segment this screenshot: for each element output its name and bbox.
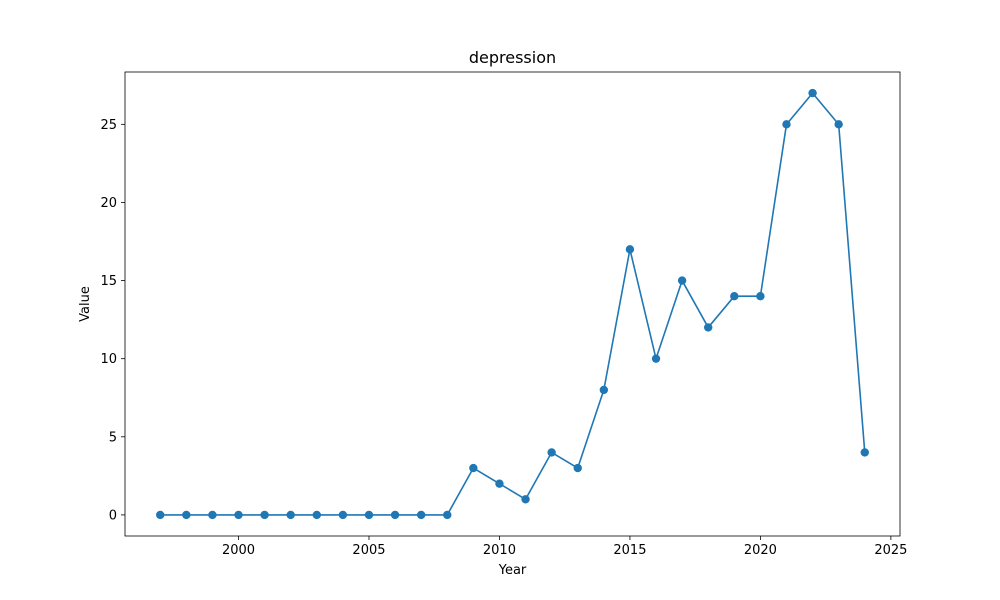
y-axis-label: Value bbox=[78, 286, 93, 322]
data-point bbox=[390, 510, 400, 520]
data-point bbox=[834, 120, 843, 129]
data-point bbox=[260, 510, 269, 520]
data-point bbox=[573, 463, 582, 473]
data-point bbox=[469, 463, 478, 473]
data-point bbox=[443, 510, 452, 520]
data-point bbox=[599, 385, 609, 395]
data-point bbox=[182, 510, 191, 520]
data-point bbox=[521, 495, 530, 504]
data-point bbox=[495, 479, 504, 488]
data-point bbox=[364, 510, 374, 520]
data-point bbox=[860, 448, 869, 457]
data-point bbox=[156, 510, 165, 520]
data-point bbox=[808, 88, 817, 98]
data-point bbox=[416, 510, 426, 520]
x-axis-label: Year bbox=[498, 563, 527, 578]
x-tick-label: 2005 bbox=[352, 543, 385, 558]
axes-frame bbox=[124, 71, 901, 537]
data-point bbox=[625, 245, 635, 254]
series-line bbox=[160, 92, 866, 516]
data-point bbox=[782, 120, 791, 129]
data-point bbox=[756, 291, 765, 301]
x-tick-label: 2010 bbox=[483, 543, 516, 558]
data-point bbox=[651, 354, 661, 363]
data-point bbox=[338, 510, 348, 520]
data-point bbox=[312, 510, 321, 520]
x-tick-label: 2000 bbox=[222, 543, 255, 558]
data-point bbox=[208, 510, 217, 520]
data-point bbox=[547, 448, 556, 457]
data-point bbox=[730, 291, 739, 301]
data-point bbox=[704, 323, 713, 332]
chart-title: depression bbox=[469, 48, 556, 67]
data-point bbox=[286, 510, 295, 520]
y-tick-label: 20 bbox=[100, 196, 117, 211]
y-tick-label: 0 bbox=[109, 508, 117, 523]
x-tick-label: 2020 bbox=[744, 543, 777, 558]
y-tick-label: 5 bbox=[109, 430, 117, 445]
y-tick-label: 25 bbox=[100, 118, 117, 133]
x-tick-label: 2015 bbox=[613, 543, 646, 558]
data-point bbox=[234, 510, 243, 520]
x-tick-label: 2025 bbox=[874, 543, 907, 558]
y-tick-label: 15 bbox=[100, 274, 117, 289]
data-point bbox=[677, 276, 687, 285]
y-tick-label: 10 bbox=[100, 352, 117, 367]
